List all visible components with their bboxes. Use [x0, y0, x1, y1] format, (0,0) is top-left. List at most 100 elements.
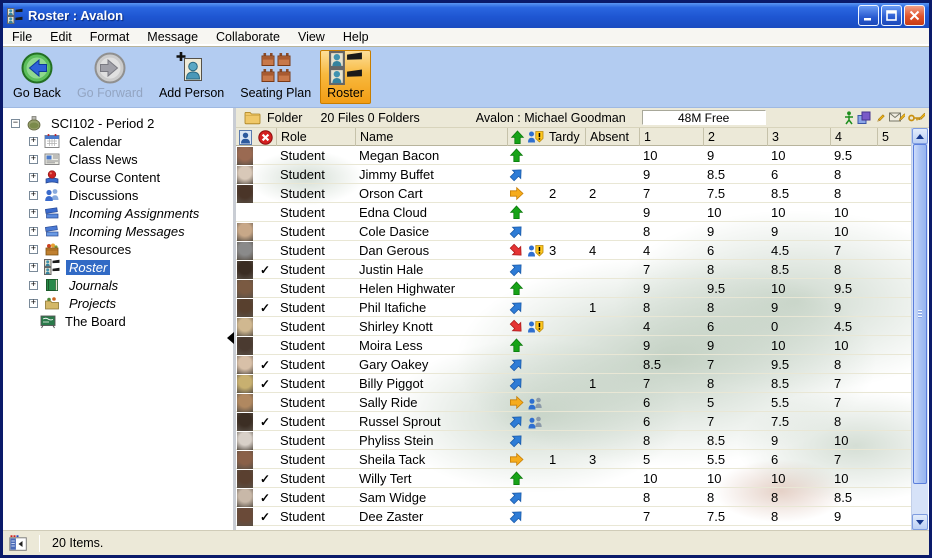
name-column-header[interactable]: Name — [355, 128, 507, 146]
expand-box-icon[interactable]: + — [29, 297, 38, 308]
block-column-header[interactable] — [254, 128, 276, 146]
roster-row[interactable]: ✓ Student Gary Oakey 8.5 7 9.5 8 — [236, 355, 911, 374]
roster-row[interactable]: Student Cole Dasice 8 9 9 10 — [236, 222, 911, 241]
mail-edit-icon[interactable] — [889, 111, 905, 124]
sidebar-item-calendar[interactable]: + Calendar — [3, 132, 233, 150]
menu-file[interactable]: File — [12, 30, 33, 44]
roster-row[interactable]: Student Shirley Knott 4 6 0 4.5 — [236, 317, 911, 336]
expand-box-icon[interactable]: + — [29, 153, 38, 164]
copy-icon[interactable] — [857, 111, 871, 125]
trend-cell — [507, 165, 526, 184]
sidebar-item-the-board[interactable]: The Board — [3, 312, 233, 330]
sidebar-item-incoming-assignments[interactable]: + Incoming Assignments — [3, 204, 233, 222]
back-icon — [19, 51, 55, 85]
menu-help[interactable]: Help — [342, 30, 369, 44]
roster-button[interactable]: Roster — [320, 50, 371, 104]
minimize-button[interactable] — [858, 5, 879, 26]
roster-row[interactable]: Student Phyliss Stein 8 8.5 9 10 — [236, 431, 911, 450]
menu-view[interactable]: View — [297, 30, 325, 44]
sidebar-item-class-news[interactable]: + Class News — [3, 150, 233, 168]
roster-row[interactable]: ✓ Student Russel Sprout 6 7 7.5 8 — [236, 412, 911, 431]
pencil-icon[interactable] — [874, 111, 886, 125]
roster-row[interactable]: Student Helen Highwater 9 9.5 10 9.5 — [236, 279, 911, 298]
grade-column-header-4[interactable]: 4 — [830, 128, 877, 146]
tree-label: The Board — [65, 313, 126, 329]
scroll-thumb[interactable] — [913, 144, 927, 484]
seating-plan-button[interactable]: Seating Plan — [233, 50, 318, 104]
go-forward-button[interactable]: Go Forward — [70, 50, 150, 104]
trend-flat-icon — [509, 452, 524, 467]
go-back-button[interactable]: Go Back — [6, 50, 68, 104]
absent-column-header[interactable]: Absent — [585, 128, 639, 146]
grade-cell-2: 5 — [707, 395, 715, 410]
roster-row[interactable]: ✓ Student Sam Widge 8 8 8 8.5 — [236, 488, 911, 507]
sidebar-item-projects[interactable]: + Projects — [3, 294, 233, 312]
roster-row[interactable]: Student Dan Gerous 3 4 4 6 4.5 7 — [236, 241, 911, 260]
vertical-scrollbar[interactable] — [911, 128, 928, 530]
roster-row[interactable]: Student Orson Cart 2 2 7 7.5 8.5 8 — [236, 184, 911, 203]
roster-row[interactable]: ✓ Student Phil Itafiche 1 8 8 9 9 — [236, 298, 911, 317]
sidebar-item-resources[interactable]: + Resources — [3, 240, 233, 258]
expand-box-icon[interactable]: + — [29, 171, 38, 182]
alert-badge-icon — [527, 130, 544, 144]
close-button[interactable] — [904, 5, 925, 26]
scroll-up-button[interactable] — [912, 128, 928, 144]
grade-column-header-5[interactable]: 5 — [877, 128, 911, 146]
menu-format[interactable]: Format — [89, 30, 130, 44]
trend-column-header[interactable] — [507, 128, 526, 146]
menu-collaborate[interactable]: Collaborate — [216, 30, 280, 44]
expand-box-icon[interactable]: + — [29, 261, 38, 272]
roster-row[interactable]: ✓ Student Willy Tert 10 10 10 10 — [236, 469, 911, 488]
scroll-down-button[interactable] — [912, 514, 928, 530]
expand-box-icon[interactable]: + — [29, 207, 38, 218]
expand-box-icon[interactable]: + — [29, 279, 38, 290]
menu-edit[interactable]: Edit — [50, 30, 72, 44]
add-person-icon — [174, 51, 210, 85]
roster-row[interactable]: ✓ Student Billy Piggot 1 7 8 8.5 7 — [236, 374, 911, 393]
maximize-button[interactable] — [881, 5, 902, 26]
sidebar-item-journals[interactable]: + Journals — [3, 276, 233, 294]
tardy-column-header[interactable]: Tardy — [549, 130, 580, 144]
sidebar-item-discussions[interactable]: + Discussions — [3, 186, 233, 204]
sidebar-item-incoming-messages[interactable]: + Incoming Messages — [3, 222, 233, 240]
sidebar-item-roster[interactable]: + Roster — [3, 258, 233, 276]
sidebar-item-sci102-period-2[interactable]: − SCI102 - Period 2 — [3, 114, 233, 132]
grade-column-header-1[interactable]: 1 — [639, 128, 703, 146]
badge-cell — [526, 279, 545, 298]
grade-cell-5 — [877, 355, 911, 374]
collapse-box-icon[interactable]: − — [11, 117, 20, 128]
person-info-icon[interactable] — [844, 110, 854, 125]
collapse-arrow-icon[interactable] — [227, 332, 234, 344]
avatar-column-header[interactable] — [236, 128, 254, 146]
grade-cell-2: 6 — [707, 243, 715, 258]
menu-message[interactable]: Message — [147, 30, 199, 44]
role-column-header[interactable]: Role — [276, 128, 355, 146]
roster-row[interactable]: Student Jimmy Buffet 9 8.5 6 8 — [236, 165, 911, 184]
name-cell: Moira Less — [359, 338, 423, 353]
badge-cell — [526, 165, 545, 184]
avatar-cell — [236, 279, 254, 298]
avatar — [237, 184, 253, 203]
titlebar[interactable]: Roster : Avalon — [3, 3, 929, 28]
roster-row[interactable]: Student Megan Bacon 10 9 10 9.5 — [236, 146, 911, 165]
key-edit-icon[interactable] — [908, 111, 925, 124]
roster-row[interactable]: Student Sally Ride 6 5 5.5 7 — [236, 393, 911, 412]
grade-cell-4: 7 — [834, 376, 842, 391]
roster-row[interactable]: Student Sheila Tack 1 3 5 5.5 6 7 — [236, 450, 911, 469]
expand-box-icon[interactable]: + — [29, 135, 38, 146]
sidebar-item-course-content[interactable]: + Course Content — [3, 168, 233, 186]
expand-box-icon[interactable]: + — [29, 243, 38, 254]
alert-column-header[interactable] — [526, 128, 545, 146]
splitter[interactable] — [227, 108, 236, 530]
grade-column-header-2[interactable]: 2 — [703, 128, 767, 146]
roster-row[interactable]: ✓ Student Dee Zaster 7 7.5 8 9 — [236, 507, 911, 526]
grade-column-header-3[interactable]: 3 — [767, 128, 830, 146]
roster-row[interactable]: Student Moira Less 9 9 10 10 — [236, 336, 911, 355]
expand-box-icon[interactable]: + — [29, 225, 38, 236]
grade-cell-5 — [877, 298, 911, 317]
roster-row[interactable]: Student Edna Cloud 9 10 10 10 — [236, 203, 911, 222]
grade-cell-4: 7 — [834, 452, 842, 467]
expand-box-icon[interactable]: + — [29, 189, 38, 200]
add-person-button[interactable]: Add Person — [152, 50, 231, 104]
roster-row[interactable]: ✓ Student Justin Hale 7 8 8.5 8 — [236, 260, 911, 279]
